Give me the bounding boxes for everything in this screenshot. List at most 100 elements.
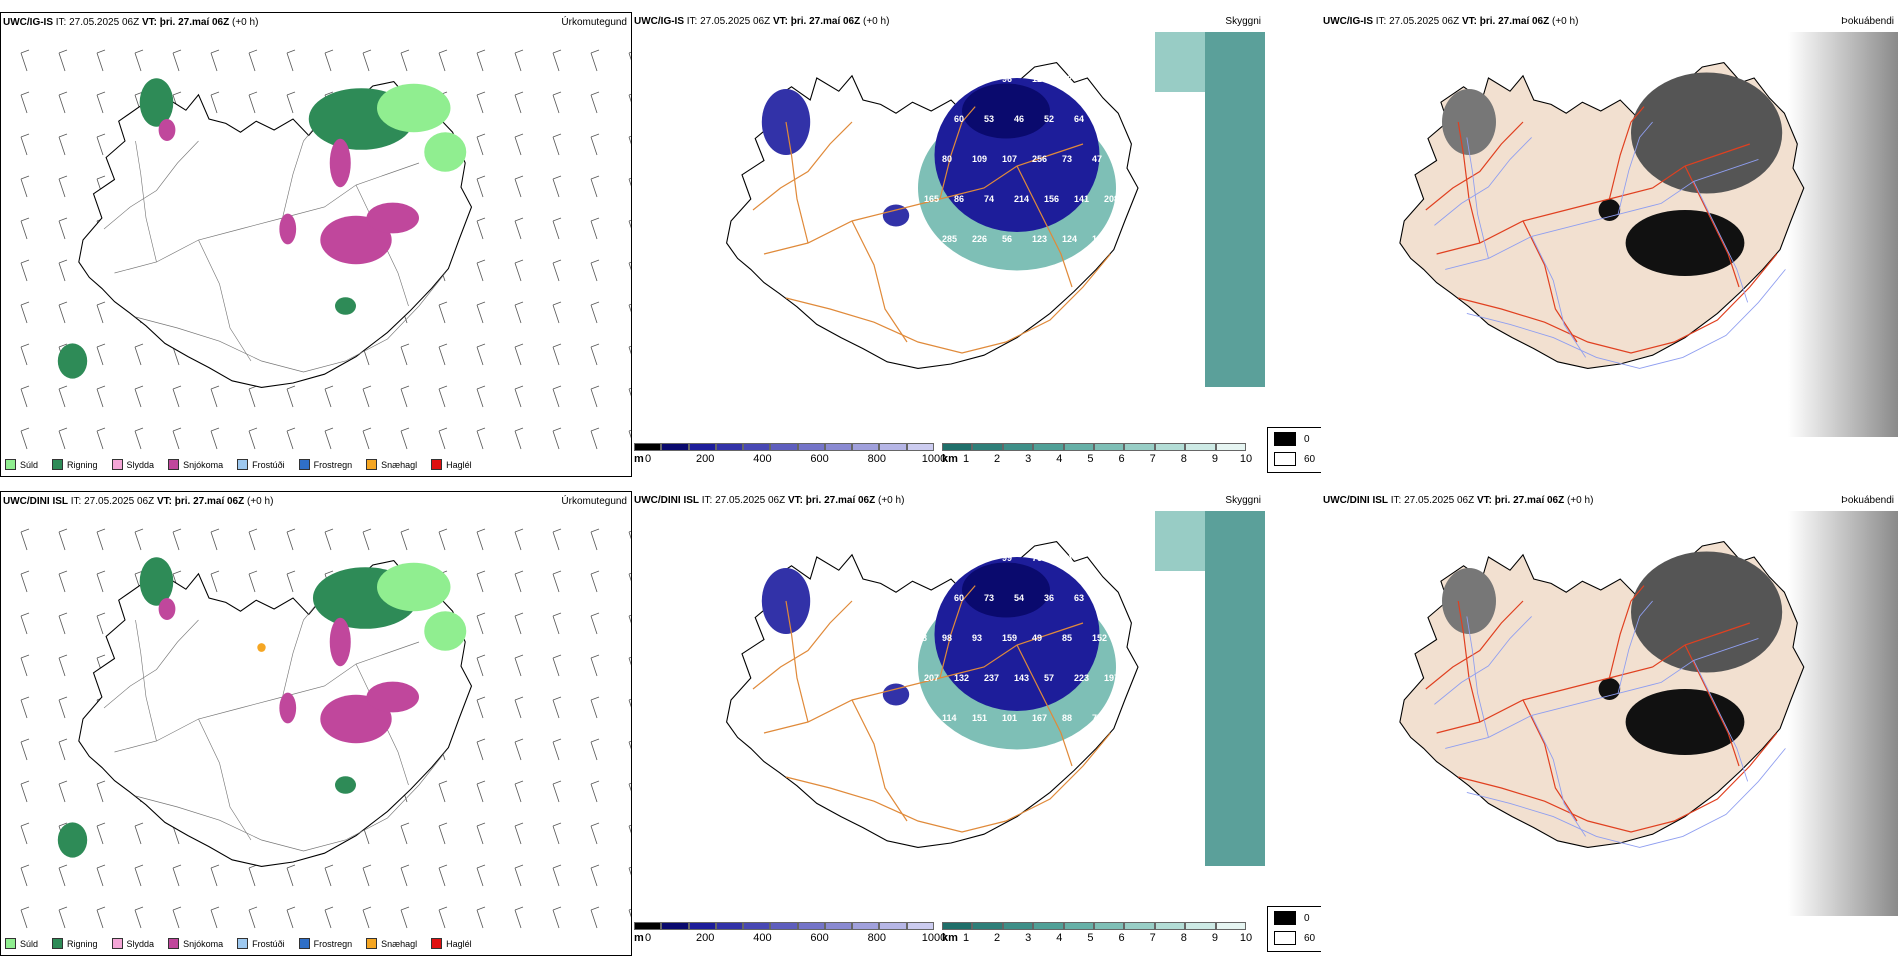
wind-barb: [134, 822, 144, 845]
colorbar-segment: [770, 443, 798, 451]
panel-title: UWC/DINI ISL IT: 27.05.2025 06Z VT: þri.…: [3, 496, 273, 507]
colorbar-segment: [1033, 443, 1064, 451]
wind-barb: [514, 49, 524, 72]
ceiling-value-label: 149: [912, 713, 927, 723]
fog-legend-swatch: [1274, 931, 1296, 945]
wind-barb: [400, 822, 410, 845]
sea-visibility-area: [1155, 511, 1205, 571]
ceiling-value-label: 563: [894, 274, 909, 284]
wind-barb: [20, 906, 30, 929]
colorbar-tick: 3: [1025, 453, 1032, 465]
colorbar-tick: 600: [810, 932, 829, 944]
rain-area: [335, 297, 356, 315]
precip-map: [20, 528, 631, 929]
ceiling-value-label: 188: [912, 234, 927, 244]
low-ceiling-area: [882, 204, 910, 227]
wind-barb: [248, 91, 258, 114]
ceiling-value-label: 51: [924, 114, 934, 124]
rain-area: [57, 822, 88, 858]
wind-barb: [134, 385, 144, 408]
wind-barb: [590, 91, 600, 114]
wind-barb: [438, 343, 448, 366]
fog-map: [1399, 32, 1898, 437]
ceiling-value-label: 76: [1032, 553, 1042, 563]
colorbar-tick: 0: [644, 932, 652, 944]
visibility-colorbar: km 1 2 3 4 5 6 7 8 9 10: [942, 443, 1252, 473]
ceiling-value-label: 56: [1002, 234, 1012, 244]
legend-item: Slydda: [111, 938, 154, 949]
lead-time: (+0 h): [1552, 16, 1579, 27]
ceiling-value-label: 60: [954, 114, 964, 124]
legend-label: Snæhagl: [381, 938, 418, 949]
wind-barb: [552, 49, 562, 72]
wind-barb: [590, 738, 600, 761]
legend-label: Rigning: [67, 459, 98, 470]
wind-barb: [476, 385, 486, 408]
colorbar-segment: [1002, 443, 1034, 451]
snow-area: [158, 119, 176, 141]
low-ceiling-area: [882, 683, 910, 706]
ceiling-value-label: 77: [1092, 713, 1102, 723]
drizzle-area: [377, 562, 451, 612]
wind-barb: [628, 93, 631, 103]
wind-barb: [20, 343, 30, 366]
ceiling-value-label: 64: [1074, 114, 1084, 124]
ceiling-value-label: 99: [1002, 553, 1012, 563]
init-time-label: IT:: [701, 495, 713, 506]
wind-barb: [324, 864, 334, 887]
legend-label: Rigning: [67, 938, 98, 949]
product-name: Þokuábendi: [1841, 495, 1894, 506]
wind-barb: [438, 427, 448, 450]
wind-barb: [476, 780, 486, 803]
wind-barb: [628, 387, 631, 397]
wind-barb: [286, 528, 296, 551]
wind-barb: [590, 133, 600, 156]
valid-time-label: VT:: [156, 496, 172, 507]
init-time-label: IT:: [686, 16, 698, 27]
wind-barb: [514, 822, 524, 845]
model-name: UWC/DINI ISL: [3, 496, 68, 507]
wind-barb: [476, 612, 486, 635]
fog-legend-swatch: [1274, 911, 1296, 925]
legend-swatch: [366, 938, 378, 949]
wind-barb: [552, 654, 562, 677]
ceiling-colorbar: m 0 200 400 600 800 1000: [634, 922, 946, 952]
init-time-label: IT:: [70, 496, 82, 507]
ceiling-value-label: 47: [1092, 154, 1102, 164]
colorbar-segment: [942, 922, 973, 930]
wind-barb: [20, 175, 30, 198]
legend-swatch: [5, 938, 16, 949]
fog-legend-item: 0: [1274, 432, 1310, 446]
wind-barb: [552, 612, 562, 635]
wind-barb: [476, 427, 486, 450]
wind-barb: [20, 133, 30, 156]
colorbar-tick: 8: [1180, 453, 1187, 465]
wind-barb: [20, 654, 30, 677]
wind-barb: [96, 864, 106, 887]
wind-barb: [438, 301, 448, 324]
wind-barb: [476, 133, 486, 156]
colorbar-tick: 1: [962, 932, 970, 944]
init-time-value: 27.05.2025 06Z: [700, 16, 771, 27]
wind-barb: [210, 570, 220, 593]
wind-barb: [96, 906, 106, 929]
wind-barb: [58, 91, 68, 114]
wind-barb: [96, 133, 106, 156]
legend-item: Frostúði: [237, 459, 285, 470]
colorbar-segment: [879, 443, 907, 451]
model-name: UWC/IG-IS: [3, 17, 53, 28]
legend-swatch: [52, 459, 64, 470]
snow-area: [366, 202, 419, 234]
colorbar-segment: [1215, 922, 1246, 930]
ceiling-value-label: 57: [1044, 673, 1054, 683]
ceiling-value-label: 114: [942, 713, 957, 723]
lead-time: (+0 h): [247, 496, 274, 507]
legend-swatch: [237, 938, 249, 949]
wind-barb: [552, 217, 562, 240]
wind-barb: [96, 822, 106, 845]
sea-visibility-area: [1205, 32, 1265, 387]
fog-index-panel: UWC/IG-IS IT: 27.05.2025 06Z VT: þri. 27…: [1321, 12, 1898, 477]
colorbar-segment: [743, 922, 771, 930]
wind-barb: [96, 570, 106, 593]
colorbar-segment: [852, 443, 880, 451]
